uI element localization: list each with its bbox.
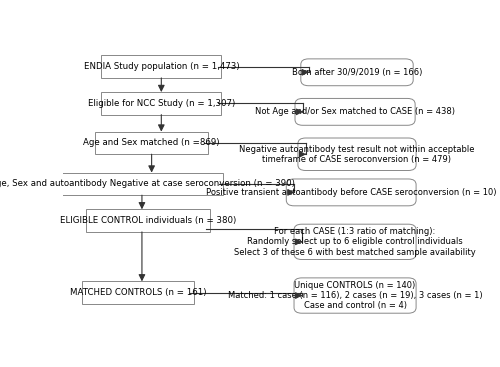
Text: MATCHED CONTROLS (n = 161): MATCHED CONTROLS (n = 161) (70, 288, 206, 297)
Text: Age, Sex and autoantibody Negative at case seroconversion (n = 390): Age, Sex and autoantibody Negative at ca… (0, 179, 294, 188)
Text: ENDIA Study population (n = 1,473): ENDIA Study population (n = 1,473) (84, 62, 239, 71)
Text: Negative autoantibody test result not within acceptable
timeframe of CASE seroco: Negative autoantibody test result not wi… (240, 145, 475, 164)
Text: Age and Sex matched (n =869): Age and Sex matched (n =869) (84, 138, 220, 148)
FancyBboxPatch shape (294, 224, 416, 259)
Text: Positive transient autoantibody before CASE seroconversion (n = 10): Positive transient autoantibody before C… (206, 188, 496, 197)
Text: ELIGIBLE CONTROL individuals (n = 380): ELIGIBLE CONTROL individuals (n = 380) (60, 216, 236, 225)
Text: For each CASE (1:3 ratio of matching):
Randomly select up to 6 eligible control : For each CASE (1:3 ratio of matching): R… (234, 227, 476, 257)
FancyBboxPatch shape (101, 92, 222, 115)
FancyBboxPatch shape (294, 278, 416, 313)
Text: Born after 30/9/2019 (n = 166): Born after 30/9/2019 (n = 166) (292, 68, 422, 77)
Text: Not Age and/or Sex matched to CASE (n = 438): Not Age and/or Sex matched to CASE (n = … (255, 108, 455, 116)
Text: Unique CONTROLS (n = 140)
Matched: 1 case (n = 116), 2 cases (n = 19), 3 cases (: Unique CONTROLS (n = 140) Matched: 1 cas… (228, 281, 482, 310)
FancyBboxPatch shape (86, 209, 210, 232)
FancyBboxPatch shape (60, 172, 224, 195)
FancyBboxPatch shape (295, 98, 415, 125)
FancyBboxPatch shape (298, 138, 416, 171)
Text: Eligible for NCC Study (n = 1,307): Eligible for NCC Study (n = 1,307) (88, 99, 235, 108)
FancyBboxPatch shape (101, 55, 222, 78)
FancyBboxPatch shape (96, 132, 208, 154)
FancyBboxPatch shape (286, 179, 416, 206)
FancyBboxPatch shape (301, 59, 413, 86)
FancyBboxPatch shape (82, 281, 194, 304)
